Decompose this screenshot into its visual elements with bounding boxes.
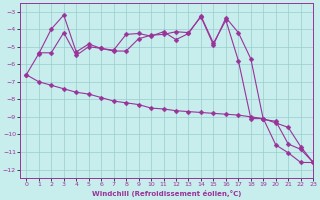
X-axis label: Windchill (Refroidissement éolien,°C): Windchill (Refroidissement éolien,°C) <box>92 190 241 197</box>
